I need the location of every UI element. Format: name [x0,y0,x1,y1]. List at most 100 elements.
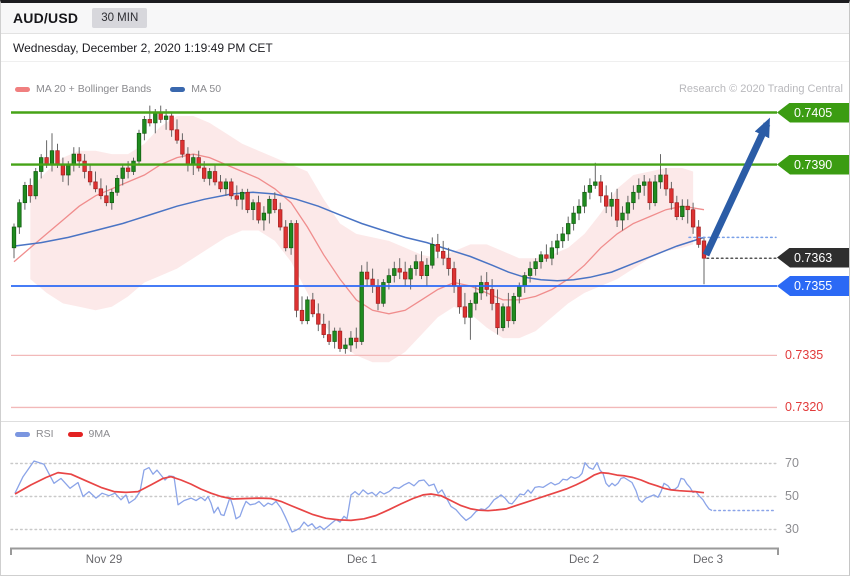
candle-body [533,261,538,269]
candle-body [77,153,82,162]
rsi-legend: RSI 9MA [15,428,110,440]
candle-body [527,268,533,276]
candle-body [250,202,256,210]
candle-body [17,202,22,228]
candle-body [364,271,370,280]
candle-body [93,181,98,190]
candle-body [413,261,419,269]
candle-body [223,181,229,190]
rsi-scale-50: 50 [785,488,799,503]
candle-body [136,132,142,162]
nine-ma-swatch-icon [67,431,83,437]
rsi-scale-70: 70 [785,455,799,470]
rsi-panel-divider [1,421,849,422]
legend-item-ma50: MA 50 [170,83,221,95]
candle-body [446,257,451,269]
candle-body [359,271,364,342]
candle-body [511,296,516,322]
header-bar: AUD/USD 30 MIN [1,3,849,34]
candle-body [310,299,315,315]
candle-body [283,226,288,249]
candle-body [294,223,299,311]
candle-body [636,185,641,193]
candle-body [614,198,620,221]
timestamp-text: Wednesday, December 2, 2020 1:19:49 PM C… [13,41,273,55]
price-tag-0-7405: 0.7405 [777,102,849,123]
candle-body [538,254,544,263]
candle-body [305,299,310,322]
legend-item-9ma: 9MA [67,428,110,440]
bollinger-band-area [30,116,694,363]
x-axis-label-dec1: Dec 1 [346,554,378,566]
candle-body [620,212,625,221]
candle-body [560,233,565,242]
candle-body [386,275,392,283]
candle-body [348,337,354,346]
candle-body [625,202,631,214]
candle-body [87,171,93,183]
candle-body [587,185,593,193]
candle-body [685,205,690,211]
candle-body [522,275,527,287]
candle-body [55,150,60,165]
candle-body [424,264,430,276]
candle-body [240,191,245,200]
candle-body [489,289,495,304]
candle-body [457,285,462,308]
candle-body [98,188,104,197]
candle-body [544,254,549,259]
candle-body [115,178,120,193]
instrument-title: AUD/USD [13,10,79,26]
candle-body [479,282,484,294]
candle-body [500,306,506,328]
research-watermark: Research © 2020 Trading Central [678,83,843,95]
candle-body [468,303,473,318]
candle-body [690,209,696,228]
candle-body [229,181,234,197]
candle-body [430,244,435,266]
candle-body [419,261,424,276]
candle-body [555,240,560,249]
candle-body [354,337,359,342]
main-chart-legend: MA 20 + Bollinger Bands MA 50 [15,83,233,95]
candle-body [142,119,147,134]
candle-body [169,115,174,131]
candle-body [408,268,413,280]
candle-body [647,181,652,204]
candle-body [375,285,381,304]
candle-body [261,212,267,221]
candle-body [435,244,440,252]
candle-body [278,209,283,228]
candle-body [392,268,397,276]
candle-body [60,164,66,176]
candle-body [120,167,125,179]
candle-body [680,205,685,217]
candle-body [343,344,348,349]
chart-canvas[interactable] [1,3,849,575]
candle-body [326,334,332,342]
projection-arrow [702,117,771,257]
candle-body [381,282,386,304]
candle-body [441,250,446,259]
rsi-line [14,460,713,533]
price-level-0-7320: 0.7320 [785,400,824,414]
candle-body [397,268,402,273]
legend-ma50-label: MA 50 [191,83,222,95]
candle-body [403,271,408,280]
candle-body [71,153,76,165]
candle-body [272,198,277,211]
candle-body [104,195,109,204]
candle-body [66,164,71,176]
candle-body [288,223,294,249]
candle-body [207,171,212,179]
candle-body [174,129,180,141]
candle-body [28,185,33,197]
last-price-tag: 0.7363 [777,247,849,268]
date-row: Wednesday, December 2, 2020 1:19:49 PM C… [1,35,849,62]
candle-body [109,191,114,204]
candle-body [33,171,38,197]
candle-body [609,198,614,207]
x-axis-label-dec2: Dec 2 [568,554,600,566]
candle-body [337,330,343,349]
